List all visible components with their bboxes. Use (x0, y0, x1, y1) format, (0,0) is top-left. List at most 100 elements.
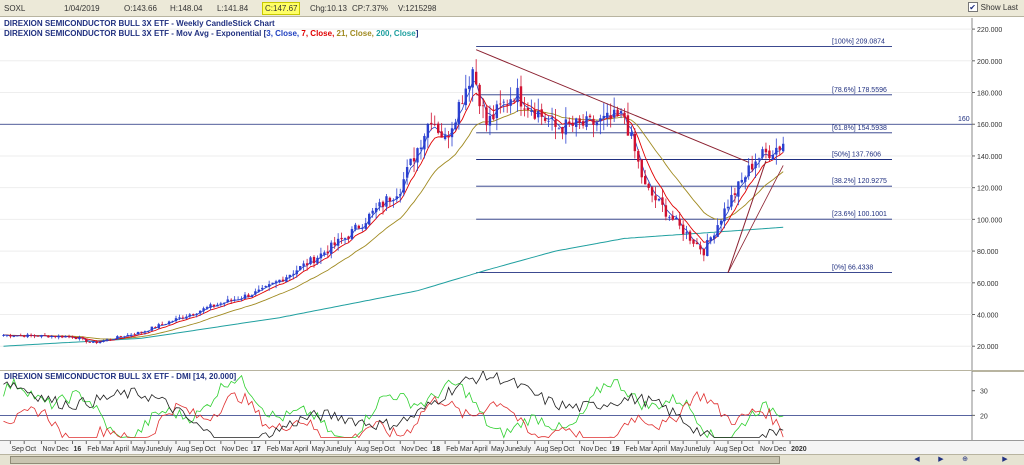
candlesticks (2, 59, 785, 345)
dmi-tick-label: 20 (980, 413, 988, 420)
price-y-axis: 20.000 40.000 60.000 80.000 100.000 120.000 14… (972, 27, 1002, 351)
candle-body (212, 304, 216, 307)
candle-body (140, 331, 143, 333)
time-tick-label: 16 (74, 446, 82, 453)
candle-body (530, 110, 533, 112)
mov-avg-ema7-label: 7, Close, (301, 29, 334, 38)
candle-body (374, 207, 378, 213)
nav-prev-icon[interactable]: ◀ (914, 456, 920, 463)
candle-body (723, 208, 726, 222)
time-tick-label: June (684, 446, 699, 453)
candle-body (354, 224, 357, 230)
candle-body (616, 109, 619, 116)
candle-body (285, 277, 288, 282)
candle-body (512, 100, 516, 102)
candle-body (495, 104, 499, 119)
candle-body (364, 223, 367, 229)
time-tick-label: Nov (42, 446, 55, 453)
time-tick-label: 17 (253, 446, 261, 453)
candle-body (571, 122, 574, 126)
price-tick-label: 100.000 (977, 217, 1002, 224)
time-tick-label: Mar (281, 446, 294, 453)
candle-body (506, 104, 509, 106)
candle-body (681, 224, 685, 235)
quote-volume: V:1215298 (398, 4, 437, 13)
candle-body (461, 103, 464, 105)
trendlines[interactable] (475, 49, 784, 273)
candle-body (619, 111, 623, 114)
time-tick-label: Dec (774, 446, 787, 453)
candle-body (109, 339, 112, 341)
time-tick-label: April (294, 446, 308, 453)
candle-body (633, 133, 637, 152)
price-chart[interactable]: 160 20.000 40.000 60.000 80.000 100.000 120.0… (0, 18, 1024, 370)
ema21-line (3, 109, 784, 340)
candle-body (516, 87, 519, 103)
time-tick-label: Sep (191, 446, 204, 453)
price-tick-label: 140.000 (977, 154, 1002, 161)
candle-body (481, 105, 485, 107)
candle-body (757, 158, 761, 160)
candle-body (412, 158, 416, 162)
candle-body (133, 334, 136, 336)
mov-avg-prefix: DIREXION SEMICONDUCTOR BULL 3X ETF - Mov… (4, 29, 267, 38)
time-tick-label: Aug (536, 446, 549, 453)
candle-body (333, 242, 336, 246)
candle-body (67, 336, 71, 338)
dmi-plot-area (0, 371, 972, 440)
candle-body (399, 194, 402, 196)
candle-body (744, 177, 747, 182)
time-tick-label: Oct (563, 446, 574, 453)
nav-next-icon[interactable]: ▶ (938, 456, 944, 463)
time-tick-label: Sep (729, 446, 742, 453)
quote-bar: SOXL 1/04/2019 O:143.66 H:148.04 L:141.8… (0, 0, 1024, 17)
candle-body (612, 109, 616, 118)
show-last-label: Show Last (980, 2, 1018, 12)
chart-scroller[interactable]: ◀ ▶ ⊕ ▶ (0, 454, 1024, 465)
dmi-tick-label: 30 (980, 389, 988, 396)
candle-body (105, 339, 109, 341)
downtrend-line (475, 49, 749, 163)
candle-body (85, 338, 88, 342)
candle-body (9, 335, 12, 337)
zoom-icon[interactable]: ⊕ (962, 456, 968, 463)
candle-body (95, 341, 98, 344)
candle-body (419, 147, 423, 150)
candle-body (29, 334, 33, 336)
ema21-path (3, 109, 784, 340)
candle-body (288, 274, 292, 278)
candle-body (730, 194, 733, 207)
time-tick-label: May (670, 446, 684, 453)
candle-body (547, 120, 550, 122)
candle-body (640, 159, 643, 178)
candle-body (330, 242, 333, 254)
candle-body (92, 341, 95, 343)
time-tick-label: Mar (460, 446, 473, 453)
candle-body (216, 304, 219, 307)
time-tick-label: Sep (370, 446, 383, 453)
candle-body (502, 101, 505, 103)
candle-body (26, 334, 29, 338)
candle-body (323, 252, 326, 255)
time-tick-label: Aug (356, 446, 369, 453)
candle-body (343, 237, 347, 239)
candle-body (98, 341, 102, 344)
candle-body (395, 196, 398, 200)
candle-body (378, 202, 381, 207)
candle-body (164, 324, 167, 325)
candle-body (706, 239, 709, 256)
checkbox-icon[interactable]: ✔ (967, 2, 978, 12)
scroll-end-icon[interactable]: ▶ (1002, 456, 1008, 463)
candle-body (533, 109, 536, 119)
candle-body (654, 195, 657, 201)
scroll-thumb[interactable] (10, 456, 780, 464)
fibonacci-retracement[interactable]: [100%] 209.0874 [78.6%] 178.5596 [61.8%] 1… (476, 38, 892, 274)
candle-body (754, 161, 757, 169)
candle-body (644, 175, 647, 185)
show-last-toggle[interactable]: ✔ Show Last (967, 2, 1018, 12)
time-tick-label: Aug (715, 446, 728, 453)
candle-body (471, 69, 474, 88)
uptrend-line (727, 160, 767, 273)
candle-body (226, 299, 229, 303)
